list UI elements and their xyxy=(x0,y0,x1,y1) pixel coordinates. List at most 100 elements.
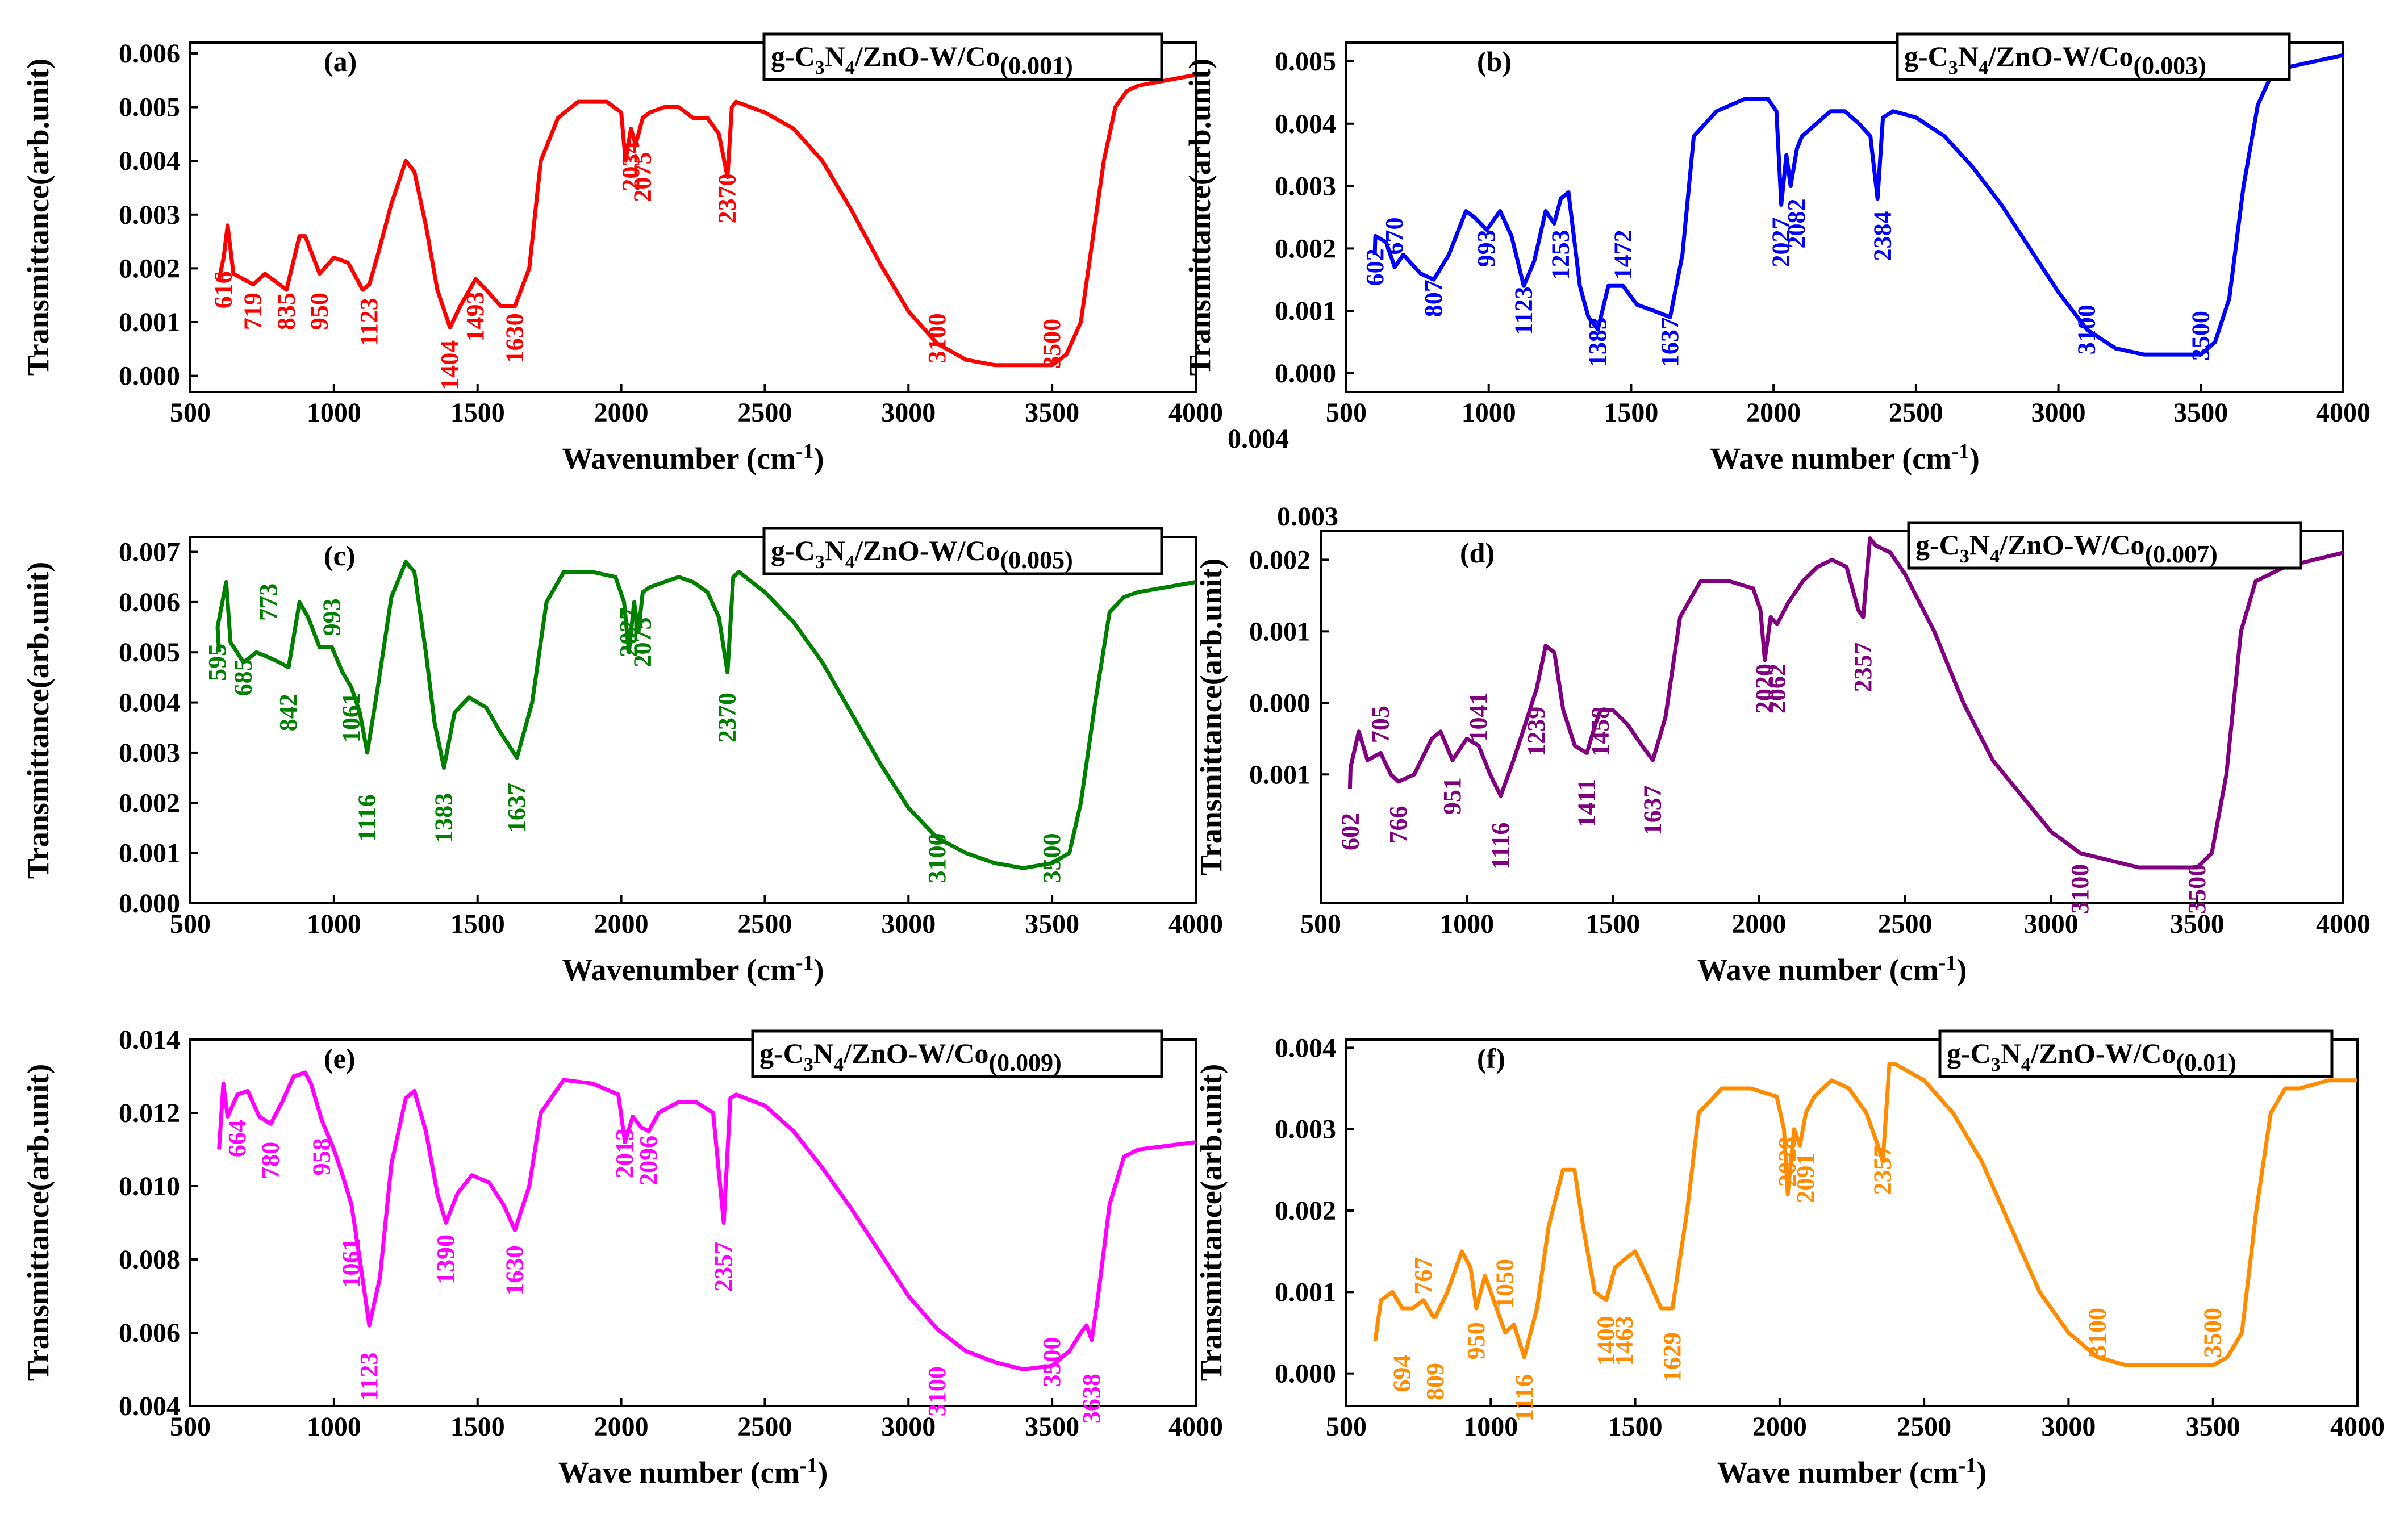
panel-c: 500 1000 1500 2000 2500 3000 3500 4000 0.000 0.00… xyxy=(21,527,1223,987)
x-tick-label: 4000 xyxy=(2316,398,2371,428)
legend-label: g-C3N4/ZnO-W/Co(0.005) xyxy=(771,535,1073,574)
y-tick-label: 0.003 xyxy=(119,200,180,230)
legend-box xyxy=(751,1029,1163,1078)
panels: 500 1000 1500 2000 2500 3000 3500 4000 0.000 0.00… xyxy=(21,32,2385,1490)
peak-label: 1116 xyxy=(1510,1374,1538,1421)
peak-label: 1061 xyxy=(337,1238,365,1288)
peak-label: 1041 xyxy=(1464,693,1492,742)
plot-frame xyxy=(189,1038,1197,1407)
peak-label: 950 xyxy=(1462,1322,1490,1359)
peak-label: 1637 xyxy=(503,783,531,833)
y-axis-title: Transmittance(arb.unit) xyxy=(21,562,55,879)
panel-letter: (c) xyxy=(324,540,356,571)
x-axis-title: Wavenumber (cm-1) xyxy=(562,440,824,475)
x-tick-label: 1000 xyxy=(1439,909,1494,939)
peak-label: 3500 xyxy=(1038,1337,1066,1387)
x-tick-label: 2500 xyxy=(737,1412,792,1442)
x-tick-label: 2000 xyxy=(1752,1412,1807,1442)
y-tick-label: 0.008 xyxy=(119,1245,180,1275)
x-tick-label: 500 xyxy=(170,909,211,939)
peak-label: 993 xyxy=(318,598,345,636)
peak-label: 993 xyxy=(1472,230,1500,267)
peak-label: 1390 xyxy=(432,1234,460,1284)
x-axis-title: Wave number (cm-1) xyxy=(1717,1454,1987,1490)
legend-box xyxy=(1907,521,2302,570)
y-tick-label: 0.002 xyxy=(1275,1196,1336,1226)
series-line xyxy=(1347,536,2344,870)
legend-box xyxy=(762,527,1163,575)
x-tick-label: 3500 xyxy=(1025,1412,1079,1442)
y-tick-label: 0.012 xyxy=(119,1098,180,1128)
panel-e: 500 1000 1500 2000 2500 3000 3500 4000 0.004 0.00… xyxy=(21,1025,1223,1490)
legend-box xyxy=(762,32,1163,81)
x-tick-label: 500 xyxy=(1300,909,1341,939)
legend-label: g-C3N4/ZnO-W/Co(0.003) xyxy=(1904,40,2206,80)
x-tick-label: 3000 xyxy=(2041,1412,2096,1442)
peak-label: 1383 xyxy=(1584,317,1612,367)
y-tick-label: 0.002 xyxy=(119,253,180,283)
peak-label: 2370 xyxy=(713,173,741,223)
panel-a: 500 1000 1500 2000 2500 3000 3500 4000 0.000 0.00… xyxy=(21,32,1223,475)
peak-label: 1123 xyxy=(1509,286,1537,335)
panel-letter: (b) xyxy=(1477,45,1512,77)
y-tick-label: 0.000 xyxy=(1275,1359,1336,1389)
plot-frame xyxy=(189,536,1197,904)
peak-label: 1383 xyxy=(430,793,458,843)
legend-label: g-C3N4/ZnO-W/Co(0.007) xyxy=(1915,529,2218,568)
legend-box xyxy=(1938,1029,2334,1078)
peak-label: 2370 xyxy=(713,693,741,742)
peak-label: 595 xyxy=(203,644,231,681)
peak-label: 3100 xyxy=(923,833,951,883)
peak-label: 1404 xyxy=(436,340,464,390)
peak-label: 1458 xyxy=(1587,707,1614,757)
peak-label: 3500 xyxy=(2199,1308,2227,1358)
x-tick-label: 1500 xyxy=(1585,909,1640,939)
peak-label: 2357 xyxy=(1868,1145,1896,1195)
x-tick-label: 1000 xyxy=(1462,398,1516,428)
y-tick-label: 0.010 xyxy=(119,1171,180,1202)
y-tick-label: 0.006 xyxy=(119,587,180,618)
peak-label: 1061 xyxy=(337,693,365,742)
series-line xyxy=(217,1070,1196,1371)
peak-label: 3100 xyxy=(2073,304,2101,354)
x-tick-label: 3500 xyxy=(1025,909,1079,939)
panel-letter: (e) xyxy=(324,1042,356,1074)
y-tick-label: 0.004 xyxy=(119,146,180,176)
y-tick-label: 0.002 xyxy=(119,788,180,818)
peak-label: 2384 xyxy=(1869,211,1897,261)
y-tick-label: 0.000 xyxy=(119,888,180,919)
x-tick-label: 4000 xyxy=(2316,909,2371,939)
peak-label: 705 xyxy=(1366,706,1394,743)
x-tick-label: 2000 xyxy=(1746,398,1801,428)
x-axis-title: Wave number (cm-1) xyxy=(1710,440,1980,475)
peak-label: 670 xyxy=(1380,217,1408,255)
x-axis-title: Wave number (cm-1) xyxy=(558,1454,828,1490)
y-tick-label: 0.001 xyxy=(1275,296,1336,326)
peak-label: 694 xyxy=(1388,1355,1416,1392)
peak-label: 2082 xyxy=(1783,198,1810,248)
legend-label: g-C3N4/ZnO-W/Co(0.009) xyxy=(759,1037,1062,1077)
x-tick-label: 1000 xyxy=(1463,1412,1518,1442)
peak-label: 3100 xyxy=(2083,1308,2111,1358)
x-tick-label: 3500 xyxy=(2186,1412,2240,1442)
x-axis-title: Wavenumber (cm-1) xyxy=(562,951,824,987)
peak-label: 1116 xyxy=(1487,823,1514,870)
peak-label: 1472 xyxy=(1609,230,1637,279)
y-tick-label: 0.007 xyxy=(119,537,180,568)
peak-label: 1637 xyxy=(1639,785,1667,835)
y-tick-label: 0.004 xyxy=(1275,1033,1336,1063)
x-tick-label: 2500 xyxy=(1897,1412,1951,1442)
peak-label: 2028 xyxy=(1773,1137,1801,1187)
peak-label: 2357 xyxy=(710,1242,737,1292)
x-tick-label: 1000 xyxy=(307,909,361,939)
peak-label: 602 xyxy=(1361,248,1389,286)
x-axis-title: Wave number (cm-1) xyxy=(1697,951,1967,987)
peak-label: 1463 xyxy=(1610,1316,1638,1366)
x-tick-label: 2000 xyxy=(594,398,649,428)
panel-b: 500 1000 1500 2000 2500 3000 3500 4000 0.000 0.00… xyxy=(1183,32,2371,475)
peak-label: 2013 xyxy=(611,1128,638,1178)
x-tick-label: 1000 xyxy=(307,1412,361,1442)
peak-label: 1630 xyxy=(500,313,528,363)
peak-label: 1050 xyxy=(1491,1259,1519,1309)
y-tick-label: 0.002 xyxy=(1249,545,1311,575)
